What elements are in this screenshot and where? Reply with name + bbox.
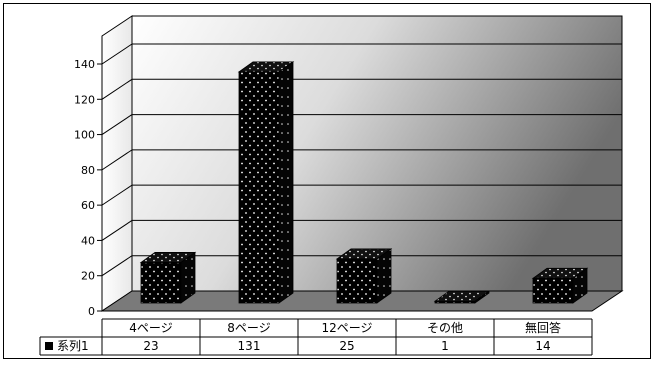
y-tick-label: 20 (81, 270, 95, 283)
bar-front (532, 277, 574, 304)
y-tick-label: 140 (74, 58, 95, 71)
series-name: 系列1 (57, 339, 89, 353)
y-tick-label: 80 (81, 164, 95, 177)
y-tick-label: 0 (88, 305, 95, 318)
back-wall (131, 15, 623, 292)
bar-front (336, 258, 378, 304)
gridline-side (101, 255, 133, 277)
table-category-label: その他 (427, 321, 463, 335)
side-wall (101, 15, 133, 312)
bar-front (140, 262, 182, 304)
gridline-side (101, 220, 133, 241)
bar (433, 290, 491, 304)
data-label: 1 (441, 339, 449, 353)
y-axis: 0 20 40 60 80 100 120 140 (74, 58, 103, 318)
chart-frame: 0 20 40 60 80 100 120 140 4ページ 8ページ 12ページ その他 無回答系列… (3, 3, 651, 359)
bar-side (376, 248, 392, 304)
gridline-side (101, 78, 133, 100)
table-category-label: 4ページ (129, 321, 172, 335)
legend-key (45, 342, 53, 350)
data-label: 23 (143, 339, 158, 353)
chart-walls (100, 15, 624, 312)
y-tick-label: 60 (81, 199, 95, 212)
y-tick-label: 120 (74, 93, 95, 106)
gridline-side (101, 114, 133, 135)
bar-side (180, 251, 196, 304)
gridline-side (101, 43, 133, 65)
bar (237, 61, 295, 304)
bar-side (474, 290, 490, 304)
chart-svg: 0 20 40 60 80 100 120 140 4ページ 8ページ 12ページ その他 無回答系列… (39, 15, 624, 356)
data-label: 25 (339, 339, 354, 353)
gridline-side (101, 149, 133, 171)
y-tick-label: 40 (81, 234, 95, 247)
gridline-side (101, 184, 133, 206)
table-category-label: 12ページ (321, 321, 372, 335)
bars (139, 61, 589, 304)
bar (531, 267, 589, 304)
table-category-label: 8ページ (227, 321, 270, 335)
data-label: 14 (535, 339, 550, 353)
table-category-label: 無回答 (525, 320, 561, 335)
bar-front (238, 71, 280, 304)
y-tick-label: 100 (74, 129, 95, 142)
bar-side (572, 267, 588, 304)
bar (139, 251, 197, 304)
bar-side (278, 61, 294, 304)
bar (335, 248, 393, 304)
data-label: 131 (238, 339, 261, 353)
